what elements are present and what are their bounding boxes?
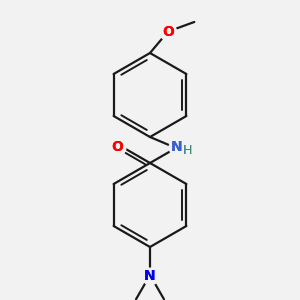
Text: O: O <box>162 25 174 39</box>
Text: H: H <box>182 143 192 157</box>
Text: H: H <box>182 143 192 157</box>
Text: O: O <box>111 140 123 154</box>
Text: N: N <box>144 269 156 283</box>
Text: N: N <box>171 140 183 154</box>
Text: N: N <box>144 269 156 283</box>
Text: O: O <box>111 140 123 154</box>
Text: N: N <box>171 140 183 154</box>
Text: O: O <box>162 25 174 39</box>
